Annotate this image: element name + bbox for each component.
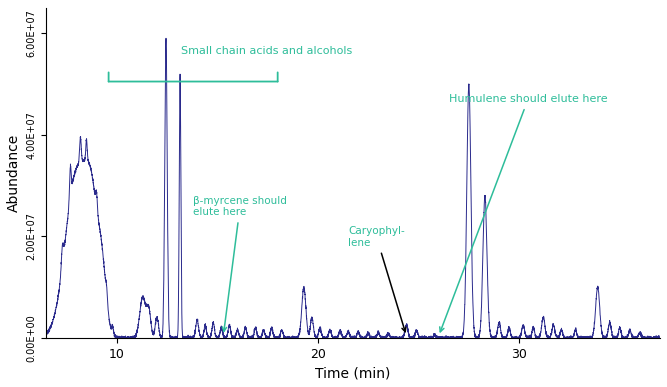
- Text: β-myrcene should
elute here: β-myrcene should elute here: [193, 196, 287, 331]
- Text: Caryophyl-
lene: Caryophyl- lene: [348, 226, 406, 332]
- X-axis label: Time (min): Time (min): [315, 366, 391, 380]
- Text: Humulene should elute here: Humulene should elute here: [440, 94, 608, 332]
- Text: Small chain acids and alcohols: Small chain acids and alcohols: [181, 46, 352, 56]
- Y-axis label: Abundance: Abundance: [7, 134, 21, 212]
